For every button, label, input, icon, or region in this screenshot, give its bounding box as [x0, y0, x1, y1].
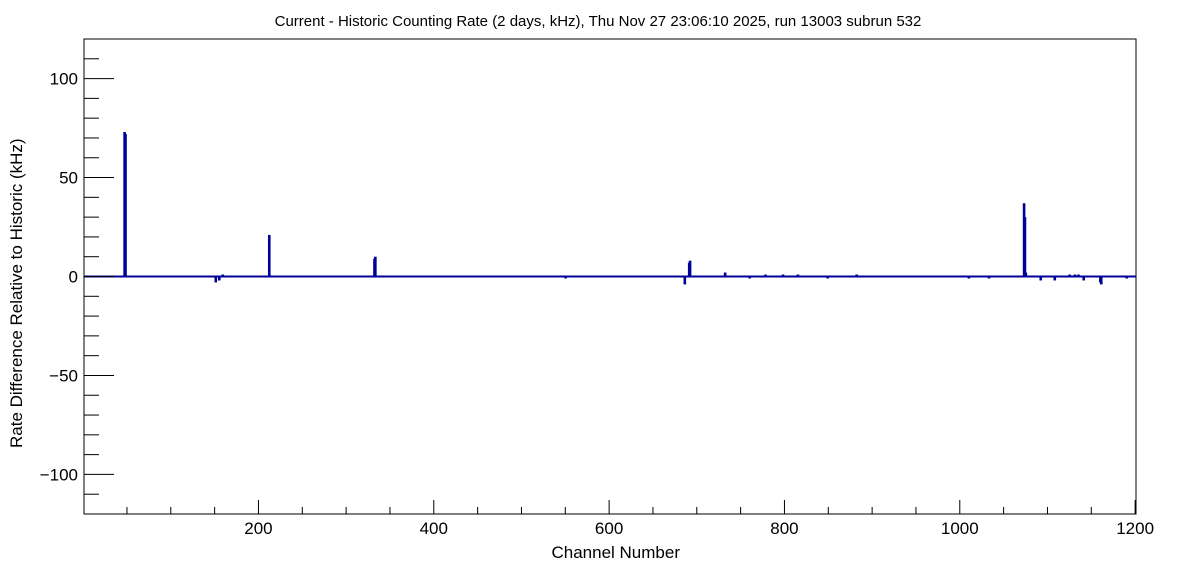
data-bar — [1077, 274, 1080, 277]
x-axis: 200 400 600 800 1000 1200 — [126, 500, 1154, 538]
data-bar — [564, 276, 567, 279]
data-bar — [764, 274, 767, 277]
x-tick-label: 1200 — [1116, 519, 1154, 538]
data-bar — [748, 276, 751, 279]
data-bar — [967, 276, 971, 279]
y-tick-label: 0 — [69, 268, 78, 287]
x-tick-label: 200 — [244, 519, 272, 538]
data-bars — [123, 132, 1128, 285]
data-bar — [1099, 276, 1103, 285]
data-bar — [124, 134, 127, 277]
data-bar — [1023, 217, 1027, 277]
data-bar — [1024, 272, 1028, 277]
data-bar — [781, 274, 785, 277]
data-bar — [1039, 276, 1043, 281]
data-bar — [267, 234, 271, 277]
data-bar — [826, 276, 830, 279]
data-bar — [221, 274, 225, 277]
data-bar — [723, 272, 727, 277]
data-bar — [374, 256, 377, 277]
y-tick-label: 50 — [59, 169, 78, 188]
data-bar — [1082, 276, 1085, 281]
data-bar — [855, 274, 858, 277]
data-bar — [1053, 276, 1057, 281]
data-bar — [1068, 274, 1071, 277]
y-axis: −100 −50 0 50 100 — [40, 58, 114, 495]
chart-title: Current - Historic Counting Rate (2 days… — [275, 13, 922, 30]
data-bar — [796, 274, 800, 277]
data-bar — [218, 276, 221, 281]
data-bar — [214, 276, 218, 283]
data-bar — [987, 276, 991, 279]
y-axis-label: Rate Difference Relative to Historic (kH… — [7, 138, 26, 448]
x-tick-label: 1000 — [941, 519, 979, 538]
y-tick-label: −50 — [49, 366, 78, 385]
data-bar — [1073, 274, 1077, 277]
y-tick-label: 100 — [50, 70, 78, 89]
x-tick-label: 600 — [595, 519, 623, 538]
data-bar — [683, 276, 687, 285]
data-bar — [1125, 276, 1128, 279]
x-axis-label: Channel Number — [551, 543, 680, 562]
y-tick-label: −100 — [40, 465, 78, 484]
data-bar — [688, 260, 692, 277]
x-tick-label: 800 — [770, 519, 798, 538]
x-tick-label: 400 — [420, 519, 448, 538]
